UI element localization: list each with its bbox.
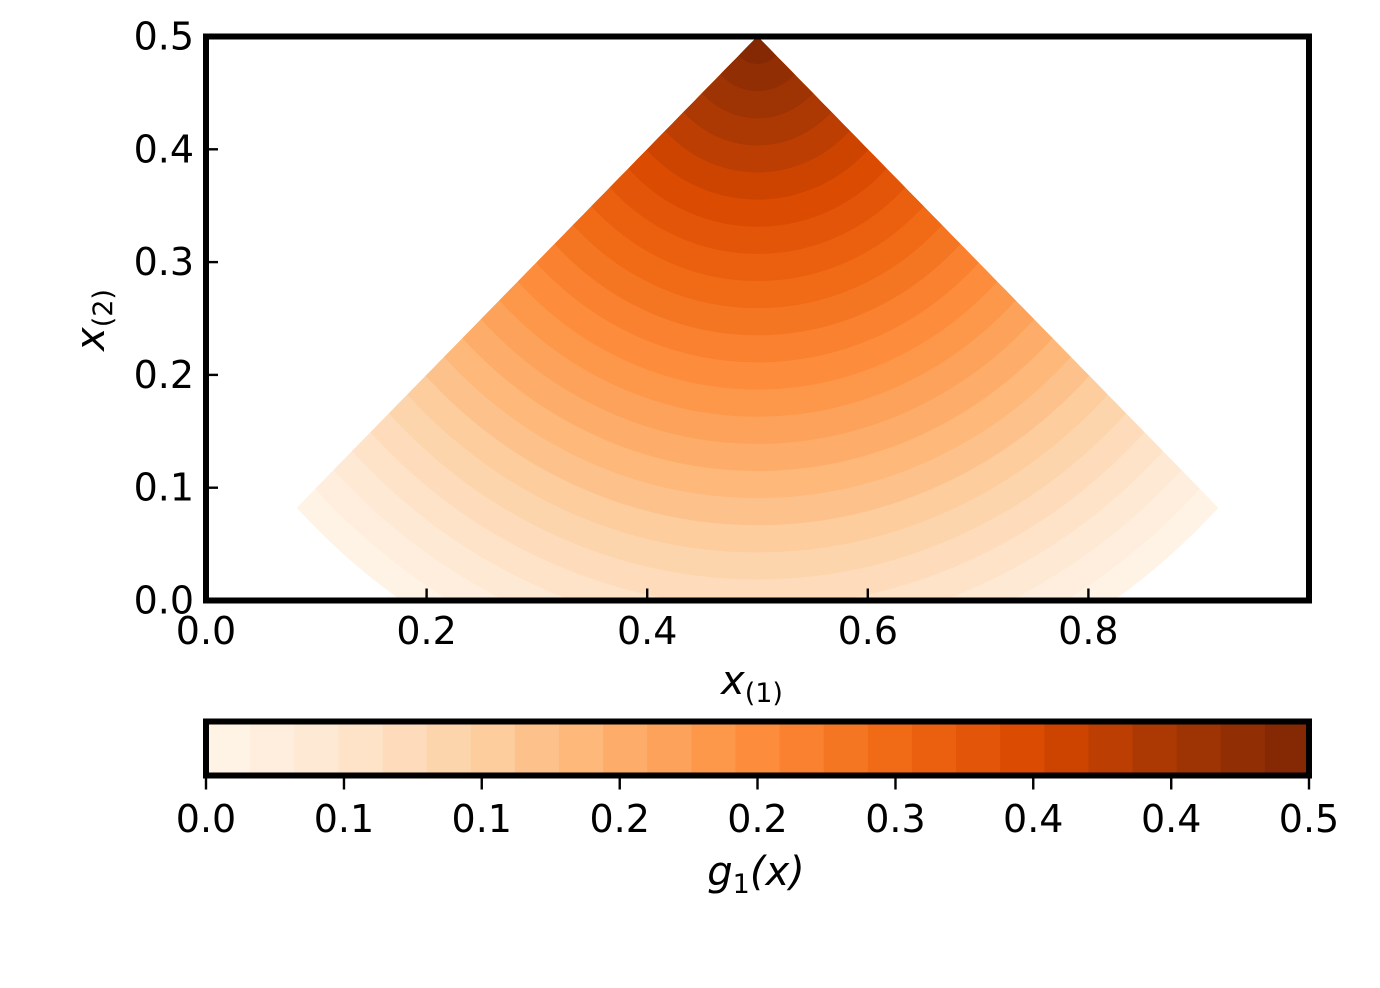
colorbar-level-10 <box>647 721 692 776</box>
colorbar-level-21 <box>1132 721 1178 776</box>
x-tick-label-1: 0.2 <box>396 609 456 653</box>
x-axis-label: x(1) <box>719 658 783 709</box>
colorbar-level-23 <box>1220 721 1266 776</box>
colorbar-level-16 <box>911 721 957 776</box>
contour-band-22 <box>680 36 835 119</box>
x-tick-label-3: 0.6 <box>838 609 898 653</box>
colorbar-tick-label-7: 0.4 <box>1141 797 1201 841</box>
colorbar-tick-label-3: 0.2 <box>590 797 650 841</box>
colorbar-level-4 <box>382 721 428 776</box>
colorbar-level-20 <box>1088 721 1134 776</box>
colorbar-tick-label-2: 0.1 <box>452 797 512 841</box>
colorbar-level-3 <box>338 721 384 776</box>
colorbar-level-17 <box>956 721 1001 776</box>
colorbar-tick-label-0: 0.0 <box>176 797 236 841</box>
colorbar-level-5 <box>426 721 472 776</box>
colorbar-level-2 <box>294 721 339 776</box>
colorbar-level-18 <box>1000 721 1045 776</box>
colorbar-ticks <box>204 775 1311 790</box>
x-tick-label-2: 0.4 <box>617 609 677 653</box>
x-axis-label-base: x <box>719 658 745 704</box>
colorbar-tick-label-6: 0.4 <box>1003 797 1063 841</box>
x-axis-label-sub: (1) <box>745 678 783 709</box>
colorbar-tick-label-8: 0.5 <box>1279 797 1339 841</box>
y-axis-label-sub: (2) <box>88 289 119 327</box>
y-tick-label-2: 0.2 <box>134 353 194 397</box>
y-tick-label-5: 0.5 <box>134 15 194 59</box>
y-axis-label: x(2) <box>68 289 119 353</box>
colorbar-level-14 <box>823 721 869 776</box>
colorbar-level-0 <box>206 721 251 776</box>
colorbar-tick-label-1: 0.1 <box>314 797 374 841</box>
colorbar-level-24 <box>1264 721 1310 776</box>
x-tick-label-0: 0.0 <box>176 609 236 653</box>
y-tick-label-0: 0.0 <box>134 579 194 623</box>
colorbar-tick-label-5: 0.3 <box>865 797 925 841</box>
y-tick-label-1: 0.1 <box>134 466 194 510</box>
colorbar-tick-label-4: 0.2 <box>727 797 787 841</box>
colorbar-level-11 <box>691 721 737 776</box>
colorbar-level-1 <box>250 721 295 776</box>
colorbar-fill <box>206 721 1310 776</box>
y-axis-label-base: x <box>68 327 114 353</box>
colorbar-level-7 <box>514 721 560 776</box>
colorbar-level-12 <box>735 721 781 776</box>
contour-band-23 <box>705 36 809 92</box>
contour-band-24 <box>731 36 784 64</box>
colorbar-label-tail: (x) <box>750 849 805 895</box>
y-tick-label-4: 0.4 <box>134 127 194 171</box>
x-tick-label-4: 0.8 <box>1058 609 1118 653</box>
colorbar-level-15 <box>867 721 913 776</box>
colorbar-level-6 <box>470 721 516 776</box>
colorbar-level-8 <box>558 721 604 776</box>
colorbar-label: g1(x) <box>707 849 804 900</box>
colorbar-level-22 <box>1176 721 1222 776</box>
contour-fill <box>206 36 1309 601</box>
colorbar-level-9 <box>603 721 648 776</box>
colorbar-level-19 <box>1044 721 1089 776</box>
plot-frame <box>203 33 1312 604</box>
y-tick-labels: 0.0 0.1 0.2 0.3 0.4 0.5 <box>134 15 194 623</box>
colorbar-level-13 <box>779 721 825 776</box>
colorbar-label-base: g <box>707 849 732 895</box>
x-tick-labels: 0.0 0.2 0.4 0.6 0.8 <box>176 609 1119 653</box>
colorbar-tick-labels: 0.0 0.1 0.1 0.2 0.2 0.3 0.4 0.4 0.5 <box>176 797 1339 841</box>
colorbar-label-sub: 1 <box>733 869 750 900</box>
y-tick-label-3: 0.3 <box>134 240 194 284</box>
